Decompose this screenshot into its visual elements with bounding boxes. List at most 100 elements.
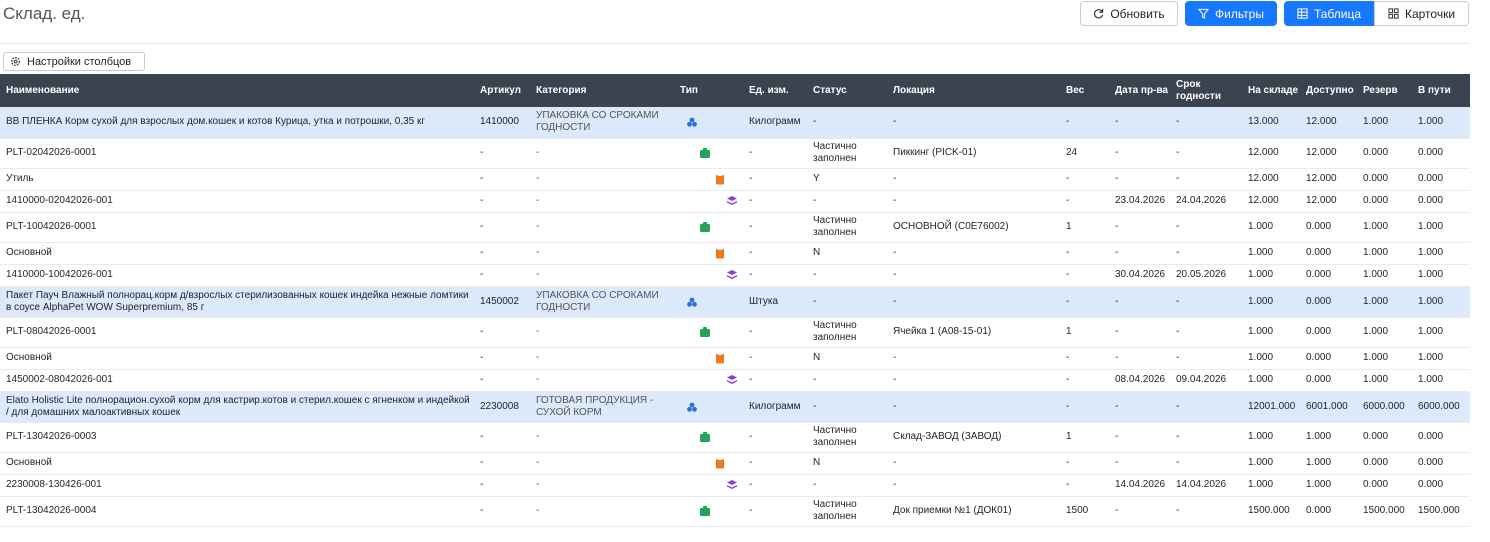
table-cell: 1 — [1060, 317, 1109, 348]
table-cell: - — [1170, 212, 1242, 243]
table-cell: - — [743, 212, 807, 243]
filters-button[interactable]: Фильтры — [1185, 1, 1277, 26]
table-cell: Частично заполнен — [807, 317, 887, 348]
cards-view-button[interactable]: Карточки — [1374, 1, 1469, 26]
table-cell: - — [530, 212, 674, 243]
table-cell: - — [1170, 107, 1242, 139]
column-settings-label: Настройки столбцов — [27, 55, 132, 68]
table-cell: PLT-13042026-0003 — [0, 422, 474, 453]
table-cell: 0.000 — [1357, 452, 1412, 475]
table-cell: 1500 — [1060, 496, 1109, 527]
group-icon — [687, 117, 697, 127]
type-cell — [674, 107, 743, 139]
table-cell: 1.000 — [1357, 317, 1412, 348]
table-row: Основной - - - N - - - -1.000 0.000 1.000 1.000 — [0, 242, 1470, 265]
type-cell — [674, 286, 743, 318]
table-cell: 1.000 — [1412, 317, 1470, 348]
table-cell: - — [530, 496, 674, 527]
table-cell: 1 — [1060, 212, 1109, 243]
table-cell: 0.000 — [1300, 496, 1357, 527]
column-header: Ед. изм. — [743, 74, 807, 107]
table-cell: Килограмм — [743, 107, 807, 139]
pallet-icon — [700, 432, 710, 442]
table-cell: - — [1060, 286, 1109, 318]
table-cell: Частично заполнен — [807, 496, 887, 527]
column-settings-button[interactable]: Настройки столбцов — [3, 52, 145, 71]
table-cell: - — [743, 242, 807, 265]
group-icon — [687, 402, 697, 412]
table-cell: 1.000 — [1357, 107, 1412, 139]
table-cell: Elato Holistic Lite полнорацион.сухой ко… — [0, 391, 474, 423]
table-cell: - — [1170, 496, 1242, 527]
table-cell: PLT-08042026-0001 — [0, 317, 474, 348]
table-cell: 0.000 — [1300, 264, 1357, 287]
column-header: Срок годности — [1170, 74, 1242, 107]
table-cell: 0.000 — [1357, 474, 1412, 497]
table-cell: - — [807, 107, 887, 139]
table-cell: - — [807, 264, 887, 287]
table-cell: 1500.000 — [1242, 496, 1300, 527]
type-cell — [674, 242, 743, 265]
column-header: Артикул — [474, 74, 530, 107]
table-cell: - — [1170, 452, 1242, 475]
table-cell: - — [1109, 422, 1170, 453]
table-cell: 1.000 — [1357, 286, 1412, 318]
table-cell: - — [887, 347, 1060, 370]
table-cell: - — [807, 286, 887, 318]
table-cell: Пакет Пауч Влажный полнорац.корм д/взрос… — [0, 286, 474, 318]
table-cell: - — [743, 474, 807, 497]
column-header: Дата пр-ва — [1109, 74, 1170, 107]
table-cell: - — [887, 168, 1060, 191]
table-cell: - — [474, 264, 530, 287]
table-cell: 0.000 — [1357, 190, 1412, 213]
table-cell: 1.000 — [1242, 286, 1300, 318]
table-cell: Частично заполнен — [807, 422, 887, 453]
table-cell: 12.000 — [1242, 190, 1300, 213]
table-cell: Пиккинг (PICK-01) — [887, 138, 1060, 169]
table-cell: 1.000 — [1242, 422, 1300, 453]
table-cell: 1.000 — [1242, 369, 1300, 392]
table-cell: Основной — [0, 347, 474, 370]
table-cell: 12.000 — [1300, 168, 1357, 191]
refresh-icon — [1094, 8, 1104, 19]
table-cell: - — [530, 190, 674, 213]
table-cell: Частично заполнен — [807, 138, 887, 169]
table-row: PLT-10042026-0001- - - Частично заполнен ОСН… — [0, 212, 1470, 243]
table-cell: 0.000 — [1357, 138, 1412, 169]
table-row: PLT-02042026-0001- - - Частично заполнен Пик… — [0, 138, 1470, 169]
table-cell: - — [743, 452, 807, 475]
table-cell: 0.000 — [1412, 452, 1470, 475]
table-cell: - — [530, 317, 674, 348]
table-row: PLT-08042026-0001- - - Частично заполнен Яче… — [0, 317, 1470, 348]
type-cell — [674, 264, 743, 287]
table-cell: N — [807, 347, 887, 370]
table-cell: 20.05.2026 — [1170, 264, 1242, 287]
refresh-label: Обновить — [1110, 6, 1165, 21]
refresh-button[interactable]: Обновить — [1080, 1, 1178, 26]
table-cell: - — [743, 496, 807, 527]
table-cell: 1.000 — [1242, 242, 1300, 265]
table-cell: 1.000 — [1300, 422, 1357, 453]
table-view-button[interactable]: Таблица — [1284, 1, 1374, 26]
table-cell: 1450002-08042026-001 — [0, 369, 474, 392]
table-cell: - — [474, 474, 530, 497]
column-header: На складе — [1242, 74, 1300, 107]
table-cell: 14.04.2026 — [1109, 474, 1170, 497]
table-cell: - — [1109, 242, 1170, 265]
table-cell: - — [743, 264, 807, 287]
table-cell: ОСНОВНОЙ (C0E76002) — [887, 212, 1060, 243]
table-cell: Склад-ЗАВОД (ЗАВОД) — [887, 422, 1060, 453]
table-cell: - — [743, 422, 807, 453]
table-cell: - — [1109, 138, 1170, 169]
table-cell: Y — [807, 168, 887, 191]
table-cell: 1.000 — [1357, 212, 1412, 243]
column-header: Доступно — [1300, 74, 1357, 107]
table-cell: - — [1109, 391, 1170, 423]
table-cell: - — [1060, 452, 1109, 475]
batch-icon — [727, 375, 737, 384]
type-cell — [674, 190, 743, 213]
table-cell: - — [743, 347, 807, 370]
filter-icon — [1198, 8, 1210, 19]
table-row: Основной - - - N - - - -1.000 0.000 1.000 1.000 — [0, 347, 1470, 370]
column-header: Вес — [1060, 74, 1109, 107]
